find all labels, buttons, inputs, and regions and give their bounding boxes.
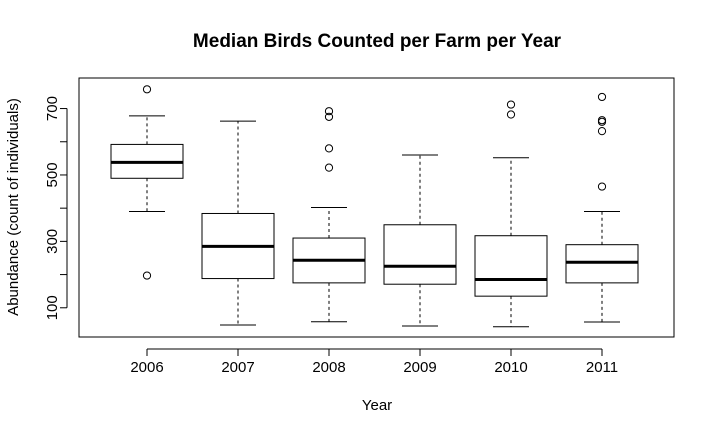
outlier-2011-3 (597, 127, 607, 136)
outlier-2011-4 (597, 182, 607, 191)
x-tick-label-2007: 2007 (221, 359, 254, 376)
x-tick-label-2008: 2008 (312, 359, 345, 376)
y-axis: 100 300 500 700 (44, 96, 68, 320)
box-2007 (201, 120, 275, 326)
plot-frame (78, 77, 675, 338)
iqr-box-2009 (383, 224, 457, 285)
x-axis-label: Year (362, 397, 392, 414)
outlier-2011-0 (597, 92, 607, 102)
box-2010 (474, 100, 548, 328)
x-tick-label-2011: 2011 (586, 359, 618, 376)
outlier-2006-0 (142, 85, 152, 94)
x-tick-label-2006: 2006 (130, 359, 163, 376)
x-tick-label-2009: 2009 (403, 359, 436, 376)
outlier-2008-0 (324, 107, 334, 116)
y-tick-label-300: 300 (44, 229, 61, 254)
chart-title: Median Birds Counted per Farm per Year (193, 31, 562, 52)
outlier-2011-1 (597, 116, 607, 125)
box-2008 (292, 107, 366, 323)
box-2006 (110, 85, 184, 280)
y-tick-label-500: 500 (44, 162, 61, 187)
outlier-2006-1 (142, 271, 152, 280)
outlier-2008-2 (324, 144, 334, 153)
y-tick-label-100: 100 (44, 295, 61, 320)
outlier-2008-3 (324, 163, 334, 172)
outlier-2008-1 (324, 112, 334, 121)
x-tick-label-2010: 2010 (494, 359, 527, 376)
outlier-2010-1 (506, 110, 516, 119)
outlier-2011-2 (597, 117, 607, 126)
boxes-layer (110, 85, 639, 328)
y-axis-label: Abundance (count of individuals) (5, 98, 22, 316)
box-2011 (565, 92, 639, 323)
y-tick-label-700: 700 (44, 96, 61, 121)
iqr-box-2010 (474, 235, 548, 297)
box-2009 (383, 154, 457, 327)
x-axis: 2006 2007 2008 2009 2010 2011 (130, 348, 618, 376)
outlier-2010-0 (506, 100, 516, 109)
